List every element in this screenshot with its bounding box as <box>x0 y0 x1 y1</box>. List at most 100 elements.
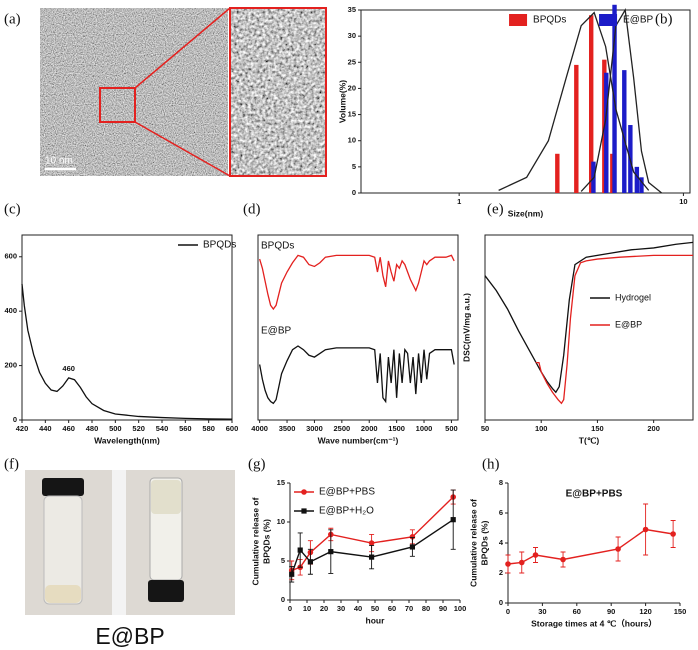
photo-caption: E@BP <box>95 623 164 649</box>
x-tick-label: 30 <box>337 604 345 613</box>
series-label: BPQDs <box>261 241 294 252</box>
line <box>507 528 674 565</box>
x-tick-label: 500 <box>445 424 458 433</box>
marker <box>409 544 415 550</box>
x-axis-label: Wavelength(nm) <box>94 435 160 445</box>
line <box>498 11 650 191</box>
panel-label: (f) <box>4 456 19 472</box>
x-axis-label: Wave number(cm⁻¹) <box>318 435 399 445</box>
vial-liquid <box>45 585 81 603</box>
y-axis-label: Cumulative release of <box>250 497 260 585</box>
bar <box>555 153 560 193</box>
y-tick-label: 0 <box>499 598 503 607</box>
y-tick-label: 400 <box>4 306 17 315</box>
marker <box>297 547 303 553</box>
plot-frame <box>21 234 233 421</box>
x-tick-label: 30 <box>538 607 546 616</box>
marker <box>289 571 295 577</box>
zoom-line <box>134 7 231 89</box>
panel-label: (b) <box>655 11 673 27</box>
marker <box>560 556 566 563</box>
line <box>580 8 663 194</box>
y-tick-label: 30 <box>348 31 356 40</box>
y-axis-label: DSC(mV/mg a.u.) <box>461 293 471 362</box>
legend-label: Hydrogel <box>615 292 651 302</box>
bar <box>574 64 579 194</box>
x-tick-label: 580 <box>202 424 215 433</box>
y-tick-label: 35 <box>348 5 356 14</box>
marker <box>409 534 416 540</box>
legend-label: E@BP <box>623 15 653 26</box>
chart-title: E@BP+PBS <box>566 489 623 500</box>
marker <box>615 546 621 552</box>
marker <box>532 552 539 558</box>
panel-label: (c) <box>4 201 21 217</box>
marker <box>450 517 456 523</box>
x-tick-label: 3500 <box>279 424 296 433</box>
panel-label: (a) <box>4 11 21 27</box>
y-tick-label: 10 <box>277 517 285 526</box>
x-axis-label: hour <box>366 615 386 625</box>
x-tick-label: 520 <box>132 424 145 433</box>
x-tick-label: 60 <box>573 607 581 616</box>
y-tick-label: 15 <box>348 110 356 119</box>
x-tick-label: 500 <box>109 424 122 433</box>
x-tick-label: 1500 <box>388 424 405 433</box>
tem-image: 10 nm <box>40 7 327 177</box>
y-axis-label: BPQDs (%) <box>479 520 489 565</box>
x-tick-label: 90 <box>607 607 615 616</box>
x-axis-label: Size(nm) <box>508 208 544 218</box>
y-tick-label: 5 <box>281 556 285 565</box>
y-tick-label: 15 <box>277 478 285 487</box>
x-tick-label: 540 <box>156 424 169 433</box>
marker <box>301 508 307 514</box>
legend-label: BPQDs <box>203 240 236 251</box>
legend-label: E@BP+PBS <box>319 487 375 498</box>
plot-frame <box>257 234 459 421</box>
x-tick-label: 4000 <box>251 424 268 433</box>
y-tick-label: 600 <box>4 252 17 261</box>
x-tick-label: 150 <box>591 424 604 433</box>
x-tick-label: 40 <box>354 604 362 613</box>
line <box>535 254 693 405</box>
annotation: 460 <box>62 364 75 373</box>
bar <box>589 15 594 193</box>
x-tick-label: 100 <box>535 424 548 433</box>
legend-label: BPQDs <box>533 15 566 26</box>
y-tick-label: 4 <box>499 538 504 547</box>
y-tick-label: 2 <box>499 568 503 577</box>
photo-divider <box>112 470 126 615</box>
x-tick-label: 50 <box>481 424 489 433</box>
marker <box>642 526 649 533</box>
marker <box>518 559 525 566</box>
x-axis-label: T(℃) <box>579 435 600 445</box>
y-tick-label: 10 <box>348 136 356 145</box>
y-tick-label: 6 <box>499 508 503 517</box>
x-tick-label: 80 <box>422 604 430 613</box>
x-tick-label: 10 <box>303 604 311 613</box>
tem-zoom <box>230 8 326 176</box>
y-tick-label: 0 <box>281 595 285 604</box>
y-tick-label: 0 <box>352 188 356 197</box>
bar <box>622 70 627 193</box>
x-tick-label: 60 <box>388 604 396 613</box>
x-tick-label: 1000 <box>416 424 433 433</box>
zoom-line <box>134 121 231 177</box>
x-tick-label: 3000 <box>306 424 323 433</box>
marker <box>369 554 375 560</box>
panel-label: (h) <box>482 456 500 472</box>
marker <box>301 489 307 495</box>
x-tick-label: 150 <box>674 607 687 616</box>
x-tick-label: 120 <box>639 607 652 616</box>
x-axis-label: Storage times at 4 ℃（hours） <box>531 618 657 628</box>
legend-label: E@BP+H₂O <box>319 506 374 517</box>
series-label: E@BP <box>261 326 291 337</box>
legend-swatch <box>509 14 528 26</box>
line <box>259 345 455 405</box>
y-tick-label: 8 <box>499 478 503 487</box>
bar <box>604 72 609 193</box>
y-axis-label: Volume(%) <box>337 80 347 123</box>
x-tick-label: 2500 <box>333 424 350 433</box>
y-axis-label: Cumulative release of <box>468 499 478 587</box>
